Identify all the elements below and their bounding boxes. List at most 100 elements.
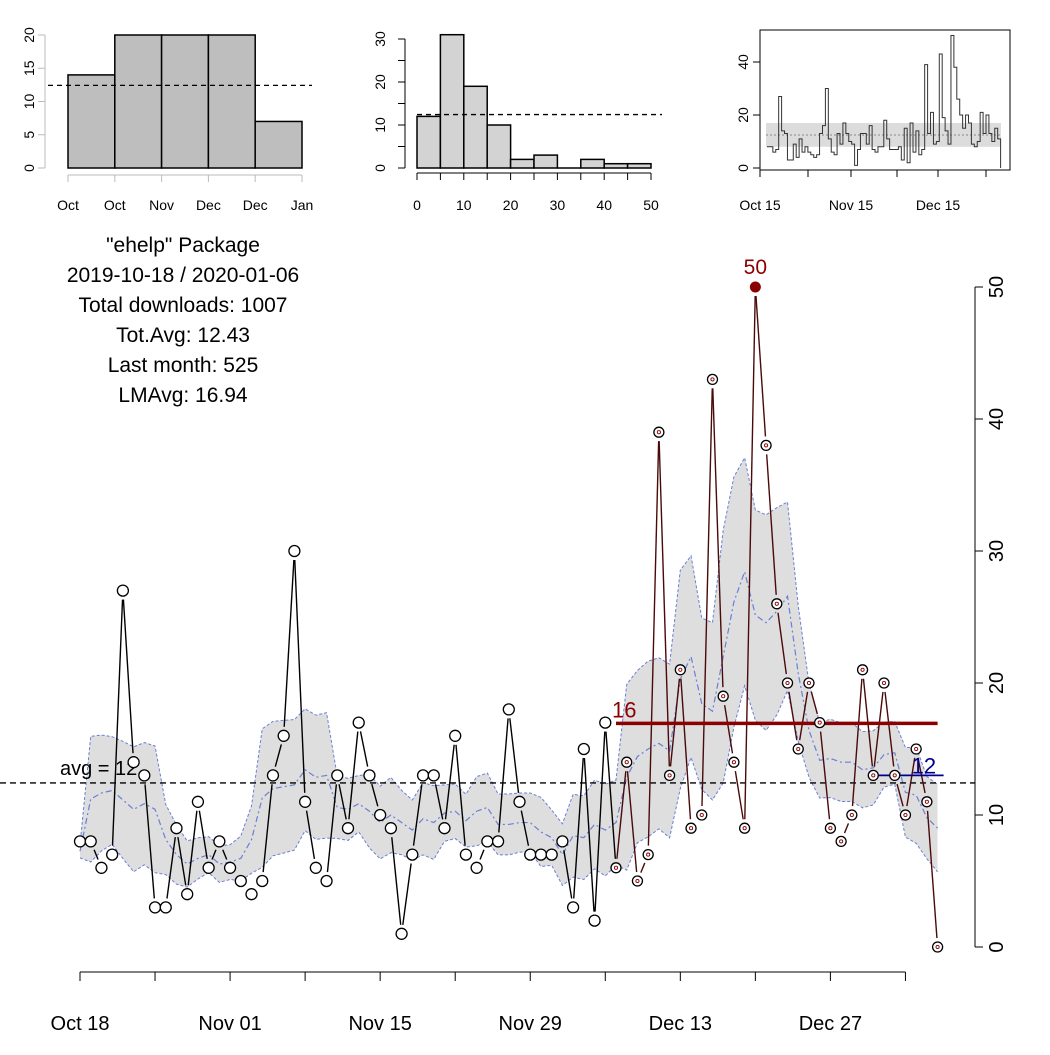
data-point <box>395 927 408 940</box>
data-point-marker <box>613 865 619 870</box>
y-tick-label: 0 <box>735 164 751 172</box>
data-point <box>406 848 419 861</box>
connector-line <box>434 784 444 820</box>
y-tick-label: 20 <box>21 27 37 43</box>
summary-tot-avg: Tot.Avg: 12.43 <box>116 324 250 347</box>
data-point <box>674 664 686 676</box>
connector-line <box>262 784 273 873</box>
x-tick-label: Dec 27 <box>799 1013 862 1035</box>
data-point <box>491 835 505 848</box>
histogram-bar <box>509 158 535 169</box>
connector-line <box>873 691 884 767</box>
connector-line <box>605 731 617 859</box>
connector-line <box>455 744 466 846</box>
data-point <box>889 769 901 782</box>
x-tick-label: 0 <box>413 197 421 213</box>
summary-text: "ehelp" Package 2019-10-18 / 2020-01-06 … <box>67 234 299 407</box>
x-tick-label: Dec <box>243 197 268 213</box>
y-tick-label: 10 <box>21 94 37 110</box>
summary-lm-avg: LMAvg: 16.94 <box>118 384 248 407</box>
data-point <box>556 835 569 848</box>
connector-line <box>222 849 228 860</box>
data-point <box>159 901 172 914</box>
data-point-marker <box>849 812 854 818</box>
data-point <box>416 769 430 782</box>
data-point-marker <box>646 852 651 857</box>
connector-line <box>211 849 217 860</box>
data-point-marker <box>871 773 876 778</box>
data-point <box>309 861 322 874</box>
data-point <box>653 426 665 438</box>
connector-line <box>851 678 863 807</box>
data-point <box>181 888 194 901</box>
x-tick-label: Nov 29 <box>499 1013 562 1035</box>
connector-line <box>294 559 306 793</box>
data-point-marker <box>881 680 887 686</box>
histogram-bar <box>439 33 465 169</box>
connector-line <box>712 388 724 688</box>
data-point <box>266 769 280 782</box>
histogram-bar <box>114 34 163 169</box>
connector-line <box>359 731 369 767</box>
data-point <box>738 822 751 834</box>
data-point <box>363 769 376 782</box>
data-point-marker <box>924 799 929 804</box>
data-point <box>116 584 130 597</box>
connector-line <box>843 823 850 834</box>
data-point <box>867 769 879 782</box>
data-point <box>213 835 226 848</box>
data-point <box>256 874 269 888</box>
x-tick-label: 30 <box>550 197 566 213</box>
data-point <box>728 756 740 768</box>
data-point-marker <box>656 430 661 435</box>
histogram-bar <box>603 162 629 169</box>
data-point-marker <box>806 680 812 686</box>
data-point-marker <box>678 667 683 672</box>
y-tick-label: 0 <box>372 164 388 172</box>
data-point <box>524 848 537 861</box>
connector-line <box>798 691 809 741</box>
data-point <box>792 743 804 755</box>
connector-line <box>412 784 423 846</box>
data-point <box>277 729 290 742</box>
step-overview: 0 20 40 Oct 15 Nov 15 Dec 15 <box>735 29 1011 213</box>
connector-line <box>444 744 455 820</box>
x-tick-label: Dec 15 <box>916 197 961 213</box>
x-tick-label: 40 <box>596 197 612 213</box>
histogram-bar <box>463 85 488 169</box>
data-point <box>760 439 772 452</box>
data-point-marker <box>817 720 822 725</box>
histogram-bar <box>486 124 512 169</box>
data-point <box>824 822 837 834</box>
data-point <box>95 861 108 874</box>
y-tick-label: 5 <box>21 131 37 139</box>
data-point <box>170 822 183 835</box>
data-point-marker <box>624 760 629 765</box>
data-point <box>803 677 815 689</box>
x-tick-label: Oct 18 <box>51 1013 110 1035</box>
data-point <box>449 729 462 742</box>
data-point <box>771 598 783 610</box>
connector-line <box>177 836 187 886</box>
connector-line <box>723 704 734 754</box>
connector-line <box>906 757 916 807</box>
connector-line <box>640 862 646 873</box>
summary-total: Total downloads: 1007 <box>79 294 288 317</box>
connector-line <box>701 388 713 807</box>
histogram-bar <box>626 162 652 169</box>
x-tick-label: 20 <box>503 197 519 213</box>
connector-line <box>594 731 606 912</box>
data-point-marker <box>903 812 908 818</box>
data-point-marker <box>796 746 801 752</box>
data-point <box>502 703 515 716</box>
data-point-marker <box>785 680 790 686</box>
data-point <box>534 848 548 861</box>
data-point-marker <box>667 773 672 778</box>
histogram-bar <box>580 158 605 169</box>
data-point <box>470 861 483 874</box>
data-point <box>621 756 633 768</box>
data-point-marker <box>710 377 715 382</box>
band-lower-line <box>79 683 938 888</box>
connector-line <box>391 837 402 925</box>
